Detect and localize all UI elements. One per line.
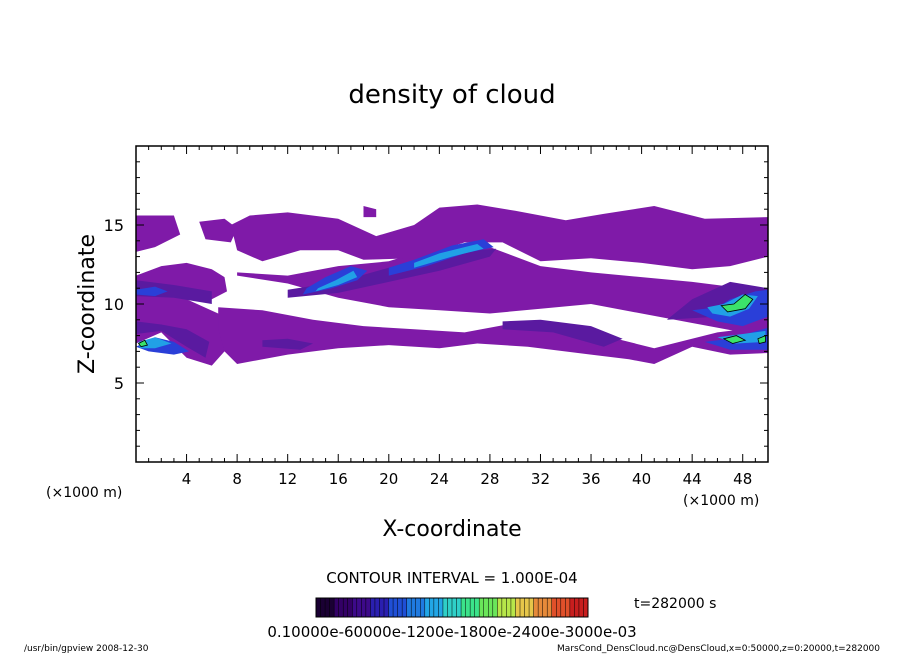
y-tick-label: 10: [104, 295, 124, 314]
density-field: [136, 204, 768, 366]
density-region-27: [757, 334, 766, 344]
colorbar-swatch: [497, 598, 516, 617]
density-region-10: [262, 338, 313, 350]
density-region-19: [136, 286, 168, 297]
colorbar-swatch: [551, 598, 571, 617]
x-tick-label: 28: [480, 470, 499, 488]
x-tick-label: 16: [329, 470, 348, 488]
colorbar-swatch: [461, 598, 480, 617]
footer-program: /usr/bin/gpview 2008-12-30: [24, 644, 149, 654]
x-axis-label: X-coordinate: [382, 517, 521, 542]
density-region-6: [218, 307, 768, 364]
y-tick-label: 5: [114, 374, 124, 393]
x-tick-label: 32: [531, 470, 550, 488]
density-region-4: [237, 245, 768, 336]
density-region-11: [502, 319, 623, 347]
density-region-21: [414, 244, 484, 268]
density-region-2: [136, 215, 181, 252]
x-tick-label: 44: [683, 470, 702, 488]
x-tick-label: 8: [232, 470, 242, 488]
density-region-8: [136, 321, 210, 358]
y-axis-ticks: 5 10 15: [104, 161, 768, 447]
x-tick-label: 36: [581, 470, 600, 488]
density-region-5: [230, 204, 768, 270]
density-region-7: [363, 206, 377, 218]
x-axis-ticks: 4 8 12 16 20 24 28 32 36 40 44 48: [148, 146, 756, 488]
footer-source: MarsCond_DensCloud.nc@DensCloud,x=0:5000…: [557, 644, 880, 654]
x-unit-left: (×1000 m): [46, 485, 122, 501]
x-tick-label: 24: [430, 470, 449, 488]
x-tick-label: 40: [632, 470, 651, 488]
y-axis-label: Z-coordinate: [75, 234, 100, 374]
density-region-26: [722, 335, 747, 344]
density-region-3: [199, 218, 238, 243]
y-tick-label: 15: [104, 216, 124, 235]
density-region-28: [137, 339, 148, 348]
x-tick-label: 20: [379, 470, 398, 488]
x-unit-right: (×1000 m): [683, 493, 759, 509]
time-label: t=282000 s: [634, 596, 716, 612]
chart-title: density of cloud: [348, 80, 555, 110]
contour-interval: CONTOUR INTERVAL = 1.000E-04: [326, 569, 577, 587]
colorbar: [315, 598, 589, 617]
colorbar-labels: 0.10000e-60000e-1200e-1800e-2400e-3000e-…: [267, 623, 636, 641]
density-region-20: [315, 270, 358, 292]
density-region-25: [720, 294, 754, 313]
x-tick-label: 48: [733, 470, 752, 488]
x-tick-label: 12: [278, 470, 297, 488]
density-region-9: [136, 280, 212, 304]
x-tick-label: 4: [182, 470, 192, 488]
colorbar-frame: [315, 597, 589, 618]
